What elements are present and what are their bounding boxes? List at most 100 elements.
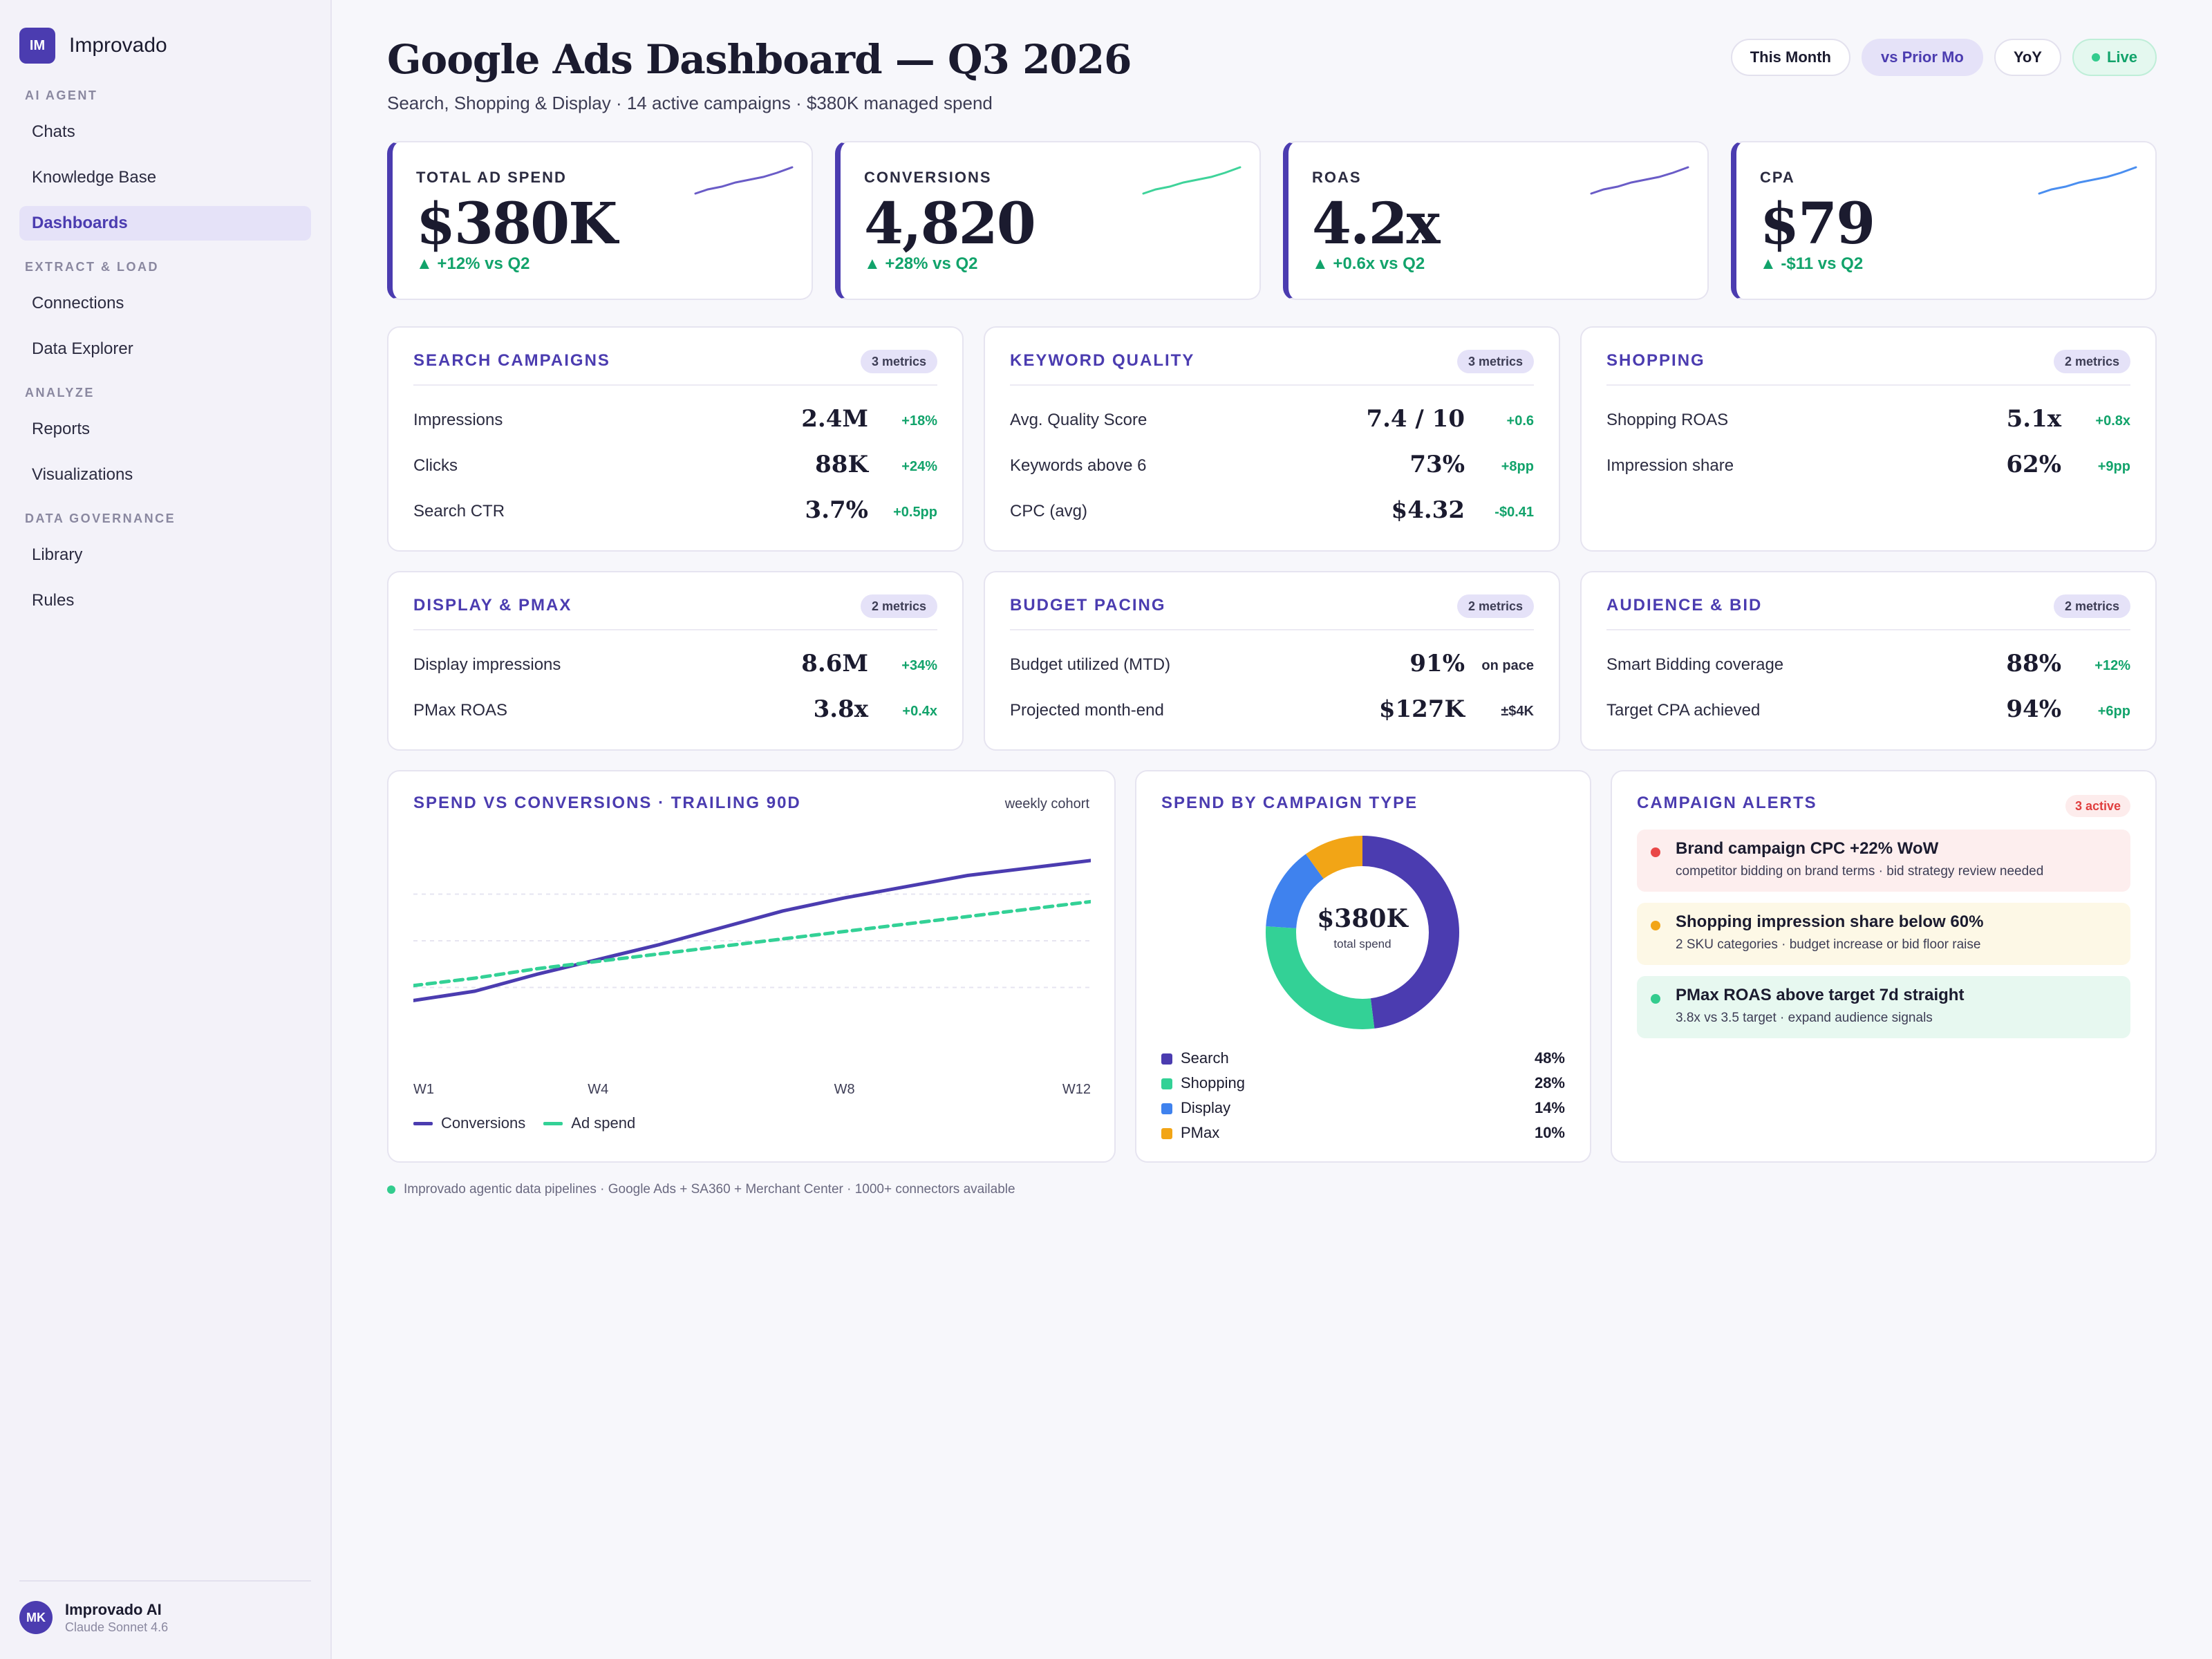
legend-value: 14% (1534, 1099, 1565, 1116)
legend-label: Search (1181, 1049, 1229, 1067)
kpi-card-total-ad-spend[interactable]: TOTAL AD SPEND $380K ▲ +12% vs Q2 (387, 141, 813, 300)
donut-slice-pmax (1266, 836, 1459, 1029)
panel-spend-by-campaign-type[interactable]: SPEND BY CAMPAIGN TYPE $380K total spend… (1135, 770, 1591, 1163)
metric-row: Smart Bidding coverage 88% +12% (1606, 650, 2130, 679)
line-chart: W1 W4 W8 W12 (413, 859, 1091, 1097)
alert-detail: competitor bidding on brand terms · bid … (1676, 864, 2044, 879)
x-tick-label: W1 (413, 1082, 434, 1097)
sidebar-item-connections[interactable]: Connections (32, 294, 124, 312)
legend-label: Shopping (1181, 1074, 1245, 1091)
metric-delta: +6pp (2097, 704, 2130, 719)
sidebar-item-knowledge-base[interactable]: Knowledge Base (32, 168, 157, 187)
brand[interactable]: IM Improvado (19, 28, 167, 64)
legend-swatch (1161, 1103, 1172, 1114)
card-budget-pacing[interactable]: BUDGET PACING 2 metrics Budget utilized … (984, 571, 1560, 751)
kpi-card-roas[interactable]: ROAS 4.2x ▲ +0.6x vs Q2 (1283, 141, 1709, 300)
sidebar-item-library[interactable]: Library (32, 545, 83, 564)
status-dot-icon (387, 1185, 395, 1194)
sidebar-item-rules[interactable]: Rules (32, 591, 75, 610)
pie-legend-row: Display 14% (1161, 1098, 1565, 1123)
panel-spend-vs-conversions[interactable]: SPEND VS CONVERSIONS · TRAILING 90D week… (387, 770, 1116, 1163)
metric-label: Smart Bidding coverage (1606, 655, 1784, 674)
card-title: AUDIENCE & BID (1606, 596, 1763, 615)
kpi-value: 4,820 (864, 191, 1036, 257)
alert-item-critical[interactable]: Brand campaign CPC +22% WoW competitor b… (1637, 830, 2130, 892)
kpi-card-conversions[interactable]: CONVERSIONS 4,820 ▲ +28% vs Q2 (835, 141, 1261, 300)
metric-delta: +0.6 (1506, 413, 1534, 429)
metric-count-badge: 2 metrics (2053, 350, 2130, 373)
donut-center-value: $380K (1317, 904, 1408, 933)
x-tick-label: W8 (834, 1082, 855, 1097)
kpi-delta: ▲ -$11 vs Q2 (1760, 254, 1864, 273)
chip-vs-prior-month[interactable]: vs Prior Mo (1862, 39, 1983, 76)
panel-title: SPEND VS CONVERSIONS · TRAILING 90D (413, 794, 801, 812)
chart-legend: Conversions Ad spend (413, 1114, 635, 1132)
sidebar-item-reports[interactable]: Reports (32, 420, 91, 438)
metric-delta: +24% (901, 459, 937, 474)
alert-item-success[interactable]: PMax ROAS above target 7d straight 3.8x … (1637, 976, 2130, 1038)
sidebar-item-data-explorer[interactable]: Data Explorer (32, 339, 133, 358)
user-profile[interactable]: MK Improvado AI Claude Sonnet 4.6 (19, 1580, 311, 1634)
series-line-ad-spend (413, 899, 1091, 988)
metric-value: 73% (1409, 451, 1465, 478)
alert-dot-icon (1651, 921, 1660, 930)
legend-value: 10% (1534, 1124, 1565, 1141)
card-search-campaigns[interactable]: SEARCH CAMPAIGNS 3 metrics Impressions 2… (387, 326, 964, 552)
brand-name: Improvado (69, 34, 167, 57)
donut-slice-shopping (1266, 836, 1459, 1029)
legend-label: Ad spend (571, 1114, 636, 1132)
avatar: MK (19, 1601, 53, 1634)
card-title: DISPLAY & PMAX (413, 596, 572, 615)
card-keyword-quality[interactable]: KEYWORD QUALITY 3 metrics Avg. Quality S… (984, 326, 1560, 552)
kpi-value: $79 (1760, 191, 1875, 257)
nav-section-extract-load: EXTRACT & LOAD (25, 260, 159, 274)
metric-value: 3.8x (813, 695, 868, 723)
metric-label: Impressions (413, 411, 503, 429)
panel-campaign-alerts[interactable]: CAMPAIGN ALERTS 3 active Brand campaign … (1611, 770, 2157, 1163)
legend-value: 28% (1534, 1074, 1565, 1091)
metric-value: 88% (2006, 650, 2061, 677)
alert-title: Shopping impression share below 60% (1676, 912, 1984, 931)
card-audience-bid[interactable]: AUDIENCE & BID 2 metrics Smart Bidding c… (1580, 571, 2157, 751)
metric-count-badge: 3 metrics (860, 350, 937, 373)
panel-note: weekly cohort (1004, 796, 1089, 812)
sidebar-item-dashboards[interactable]: Dashboards (19, 206, 311, 241)
kpi-card-cpa[interactable]: CPA $79 ▲ -$11 vs Q2 (1731, 141, 2157, 300)
metric-row: Impressions 2.4M +18% (413, 405, 937, 434)
alert-item-warning[interactable]: Shopping impression share below 60% 2 SK… (1637, 903, 2130, 965)
divider (413, 384, 937, 386)
brand-logo: IM (19, 28, 55, 64)
panel-title: SPEND BY CAMPAIGN TYPE (1161, 794, 1418, 812)
legend-item-ad-spend: Ad spend (543, 1114, 635, 1132)
sparkline-icon (2038, 166, 2137, 195)
chip-this-month[interactable]: This Month (1730, 39, 1850, 76)
sparkline-icon (1142, 166, 1241, 195)
metric-label: PMax ROAS (413, 701, 508, 720)
metric-row: Clicks 88K +24% (413, 451, 937, 480)
metric-label: Display impressions (413, 655, 561, 674)
metric-label: Target CPA achieved (1606, 701, 1761, 720)
kpi-label: CPA (1760, 169, 1795, 186)
kpi-delta: ▲ +28% vs Q2 (864, 254, 978, 273)
metric-label: Search CTR (413, 502, 505, 521)
metric-value: 3.7% (805, 496, 868, 524)
card-title: BUDGET PACING (1010, 596, 1166, 615)
card-title: SEARCH CAMPAIGNS (413, 351, 610, 370)
alert-detail: 3.8x vs 3.5 target · expand audience sig… (1676, 1011, 1933, 1025)
chip-yoy[interactable]: YoY (1994, 39, 2061, 76)
legend-swatch (1161, 1128, 1172, 1139)
legend-swatch (543, 1121, 563, 1125)
page-title: Google Ads Dashboard — Q3 2026 (387, 36, 1132, 83)
card-shopping[interactable]: SHOPPING 2 metrics Shopping ROAS 5.1x +0… (1580, 326, 2157, 552)
metric-delta: ±$4K (1501, 704, 1534, 719)
nav-section-data-governance: DATA GOVERNANCE (25, 512, 176, 525)
card-display-pmax[interactable]: DISPLAY & PMAX 2 metrics Display impress… (387, 571, 964, 751)
time-range-chips: This Month vs Prior Mo YoY Live (1730, 39, 2157, 76)
chip-live[interactable]: Live (2072, 39, 2157, 76)
kpi-label: TOTAL AD SPEND (416, 169, 567, 186)
metric-delta: +12% (2094, 658, 2130, 673)
footer-text: Improvado agentic data pipelines · Googl… (404, 1182, 1015, 1197)
sidebar-item-chats[interactable]: Chats (32, 122, 75, 141)
sidebar-item-visualizations[interactable]: Visualizations (32, 465, 133, 484)
divider (1010, 629, 1534, 630)
